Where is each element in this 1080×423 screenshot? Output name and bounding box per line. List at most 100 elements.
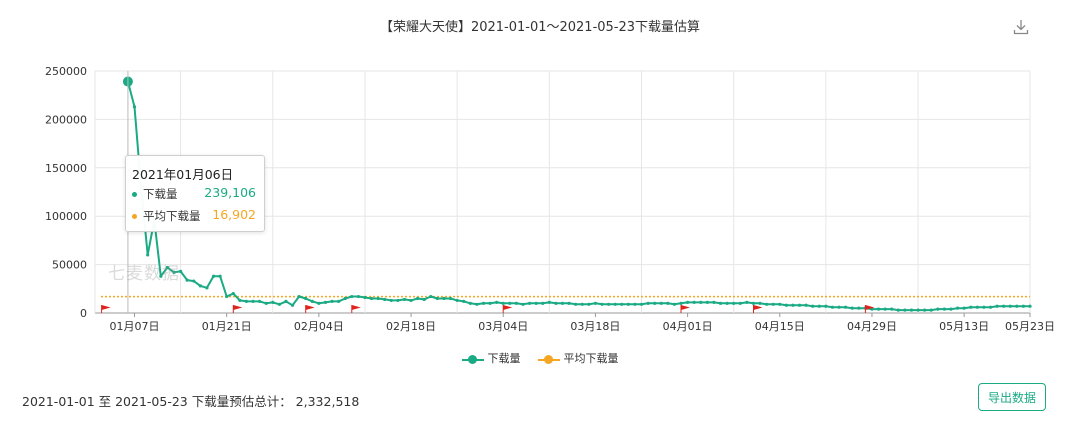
flag-cloth [305, 305, 315, 310]
download-point [587, 302, 591, 306]
download-point [797, 303, 802, 307]
download-point [159, 274, 163, 278]
download-point [686, 300, 690, 304]
legend-marker-download [462, 353, 484, 365]
x-tick-label: 03月04日 [478, 320, 528, 333]
legend-item-average[interactable]: 平均下载量 [538, 350, 619, 366]
download-point [883, 307, 887, 311]
download-point [271, 300, 275, 304]
download-point [982, 305, 986, 309]
red-flag-icon [101, 305, 111, 313]
download-point [758, 301, 762, 305]
download-point [784, 303, 788, 307]
download-point [1008, 304, 1012, 308]
x-tick-label: 02月18日 [386, 320, 436, 333]
download-point [903, 308, 907, 312]
watermark-text: 七麦数据 [108, 264, 180, 284]
download-point [811, 304, 815, 308]
download-point [969, 305, 973, 309]
download-point [178, 269, 183, 273]
download-point [218, 274, 222, 278]
download-point [462, 299, 466, 303]
download-point [1021, 304, 1026, 308]
download-point [672, 302, 677, 306]
download-point [383, 297, 387, 302]
flag-cloth [865, 305, 875, 310]
legend-label-download: 下载量 [487, 352, 521, 365]
red-flag-icon [864, 305, 875, 313]
download-point [936, 307, 940, 311]
download-point [765, 302, 769, 306]
download-point [1015, 304, 1019, 308]
x-tick-label: 03月18日 [570, 320, 620, 333]
download-point [258, 299, 262, 303]
download-point [560, 301, 565, 305]
download-point [791, 303, 795, 307]
download-point [521, 302, 525, 306]
download-point [909, 308, 914, 312]
download-point [541, 301, 545, 305]
tooltip-label-download: 下载量 [143, 187, 178, 201]
download-point [725, 301, 729, 305]
download-icon[interactable] [1012, 18, 1030, 36]
download-point [422, 297, 426, 302]
download-point [857, 306, 861, 310]
orange-dot-icon [132, 214, 137, 219]
download-point [251, 299, 255, 303]
download-point [679, 301, 683, 305]
download-point [738, 301, 742, 305]
download-point [580, 302, 584, 306]
download-point [955, 306, 960, 310]
y-tick-label: 200000 [45, 113, 87, 126]
download-point [547, 300, 551, 304]
download-point [574, 302, 578, 306]
download-point [923, 308, 927, 312]
download-point [501, 301, 505, 305]
download-point [369, 296, 374, 301]
x-tick-label: 05月23日 [1005, 320, 1055, 333]
export-data-button[interactable]: 导出数据 [978, 383, 1046, 411]
y-tick-label: 250000 [45, 65, 87, 78]
tooltip-label-average: 平均下载量 [143, 209, 201, 223]
download-point [337, 299, 341, 303]
download-point [455, 298, 459, 303]
download-point [389, 298, 393, 303]
download-point [264, 301, 268, 305]
download-point [606, 302, 611, 306]
red-flag-icon [232, 305, 243, 313]
download-point [732, 301, 736, 305]
red-flag-icon [753, 305, 763, 313]
download-point [1028, 304, 1032, 308]
download-point [409, 298, 413, 303]
download-point [527, 301, 532, 305]
event-flags [101, 305, 875, 313]
download-point [343, 296, 347, 301]
download-point [633, 302, 637, 306]
download-point [231, 292, 235, 296]
download-point [962, 306, 966, 310]
download-point [817, 304, 821, 308]
tooltip-value-download: 239,106 [204, 185, 256, 200]
x-tick-label: 01月07日 [110, 320, 160, 333]
download-point [290, 303, 295, 307]
download-point [692, 300, 696, 304]
x-tick-label: 05月13日 [939, 320, 989, 333]
download-point [448, 296, 453, 301]
download-point [705, 300, 709, 304]
flag-cloth [101, 305, 111, 310]
download-point [416, 296, 420, 301]
download-point [495, 300, 499, 304]
download-point [890, 307, 894, 311]
download-point [646, 301, 650, 305]
download-point [771, 302, 775, 306]
download-point [567, 301, 571, 305]
download-point [284, 299, 288, 303]
y-tick-label: 0 [80, 307, 87, 320]
download-point [804, 303, 808, 307]
download-point [988, 305, 993, 309]
download-point [975, 305, 979, 309]
download-point [653, 301, 657, 305]
chart-legend: 下载量 平均下载量 [462, 350, 633, 366]
legend-item-download[interactable]: 下载量 [462, 350, 521, 366]
download-point [396, 298, 400, 303]
